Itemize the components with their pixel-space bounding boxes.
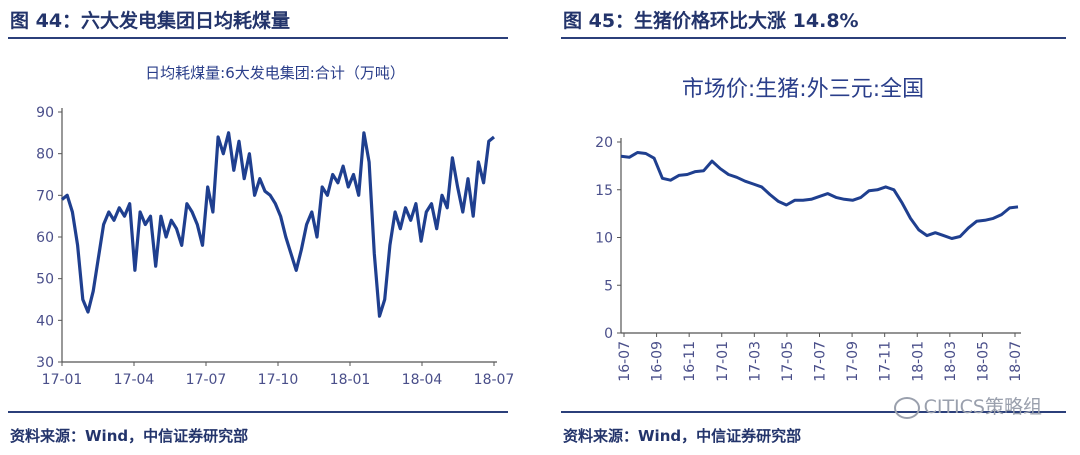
series-line — [60, 131, 496, 318]
wechat-icon — [893, 396, 920, 419]
x-tick-label: 18-07 — [1008, 341, 1024, 382]
source-rule — [8, 411, 508, 413]
y-tick-label: 80 — [36, 147, 54, 163]
y-tick-label: 10 — [595, 231, 613, 247]
x-tick-label: 18-01 — [910, 341, 926, 382]
x-tick-label: 18-03 — [943, 341, 959, 382]
x-tick-label: 17-07 — [186, 372, 227, 388]
x-tick-label: 18-04 — [402, 372, 443, 388]
y-tick-label: 15 — [595, 183, 613, 199]
y-tick-label: 90 — [36, 105, 54, 121]
hog-price-chart: 市场价:生猪:外三元:全国 0 5 10 15 20 16-07 16-09 16-11 17-… — [595, 77, 1024, 382]
y-tick-label: 70 — [36, 188, 54, 204]
coal-consumption-chart: 日均耗煤量:6大发电集团:合计（万吨） 30 40 50 60 70 80 90 17-01 1… — [36, 64, 515, 388]
chart-title: 市场价:生猪:外三元:全国 — [682, 77, 924, 102]
source-rule — [561, 411, 1066, 413]
x-tick-label: 18-05 — [975, 341, 991, 382]
figure-title: 图 44：六大发电集团日均耗煤量 — [10, 10, 291, 32]
x-tick-label: 16-11 — [682, 341, 698, 382]
series-line — [620, 151, 1019, 240]
x-tick-label: 17-09 — [845, 341, 861, 382]
title-rule — [8, 37, 508, 39]
x-tick-label: 17-01 — [42, 372, 83, 388]
y-tick-label: 40 — [36, 313, 54, 329]
x-tick-label: 18-01 — [330, 372, 371, 388]
x-tick-label: 18-07 — [474, 372, 515, 388]
y-tick-label: 5 — [604, 278, 613, 294]
x-tick-label: 17-05 — [780, 341, 796, 382]
figure-title: 图 45：生猪价格环比大涨 14.8% — [563, 10, 859, 32]
right-figure: 图 45：生猪价格环比大涨 14.8% 市场价:生猪:外三元:全国 0 5 10 15… — [553, 0, 1080, 455]
y-tick-label: 50 — [36, 272, 54, 288]
watermark: CITICS策略组 — [893, 392, 1042, 419]
x-tick-label: 17-10 — [258, 372, 299, 388]
y-tick-label: 0 — [604, 326, 613, 342]
y-tick-label: 30 — [36, 355, 54, 371]
watermark-text: CITICS策略组 — [923, 396, 1042, 418]
left-figure: 图 44：六大发电集团日均耗煤量 日均耗煤量:6大发电集团:合计（万吨） 30 4… — [0, 0, 515, 455]
source-note: 资料来源：Wind，中信证券研究部 — [563, 427, 802, 445]
x-tick-label: 16-09 — [650, 341, 666, 382]
x-tick-label: 17-04 — [114, 372, 155, 388]
source-note: 资料来源：Wind，中信证券研究部 — [10, 427, 249, 445]
x-tick-label: 17-07 — [813, 341, 829, 382]
title-rule — [561, 37, 1066, 39]
y-tick-label: 20 — [595, 135, 613, 151]
y-tick-label: 60 — [36, 230, 54, 246]
x-tick-label: 17-11 — [878, 341, 894, 382]
x-tick-label: 16-07 — [617, 341, 633, 382]
x-tick-label: 17-03 — [747, 341, 763, 382]
chart-title: 日均耗煤量:6大发电集团:合计（万吨） — [145, 64, 405, 82]
x-tick-label: 17-01 — [715, 341, 731, 382]
